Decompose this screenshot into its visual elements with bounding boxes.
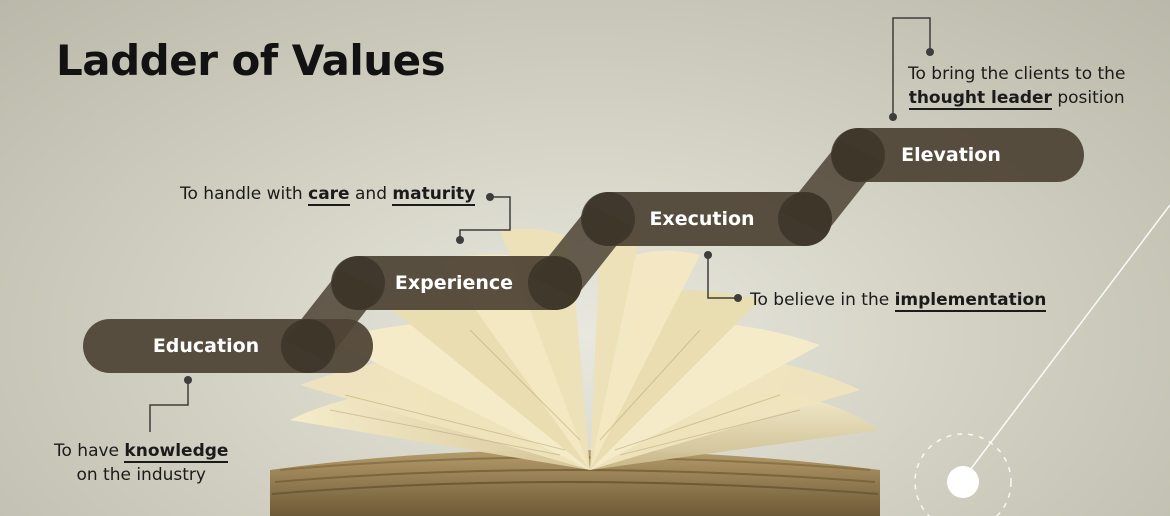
- dot-experience-b: [456, 236, 464, 244]
- pill-elevation: [832, 128, 1084, 182]
- desc-education: To have knowledge on the industry: [54, 441, 229, 485]
- dot-education: [184, 376, 192, 384]
- connector-experience: [459, 196, 511, 240]
- page-title: Ladder of Values: [56, 36, 446, 85]
- desc-execution: To believe in the implementation: [750, 290, 1047, 312]
- step-label-experience: Experience: [394, 272, 514, 294]
- ladder-pills: [83, 128, 1084, 373]
- connectors: [149, 17, 931, 432]
- dot-experience-a: [486, 193, 494, 201]
- decorative-accent: [914, 204, 1170, 516]
- connector-execution: [707, 255, 738, 299]
- pill-experience: [332, 256, 582, 310]
- step-label-education: Education: [152, 335, 260, 357]
- dot-execution-a: [704, 251, 712, 259]
- desc-experience: To handle with care and maturity: [180, 184, 476, 206]
- open-book-illustration: [270, 228, 880, 516]
- connector-education: [149, 380, 189, 432]
- desc-elevation: To bring the clients to the thought lead…: [908, 64, 1126, 110]
- step-label-execution: Execution: [649, 208, 755, 230]
- pill-execution: [582, 192, 832, 246]
- dot-execution-b: [734, 294, 742, 302]
- step-label-elevation: Elevation: [901, 144, 1001, 166]
- dot-elevation-b: [889, 113, 897, 121]
- connector-elevation: [892, 17, 931, 117]
- dot-elevation-a: [926, 48, 934, 56]
